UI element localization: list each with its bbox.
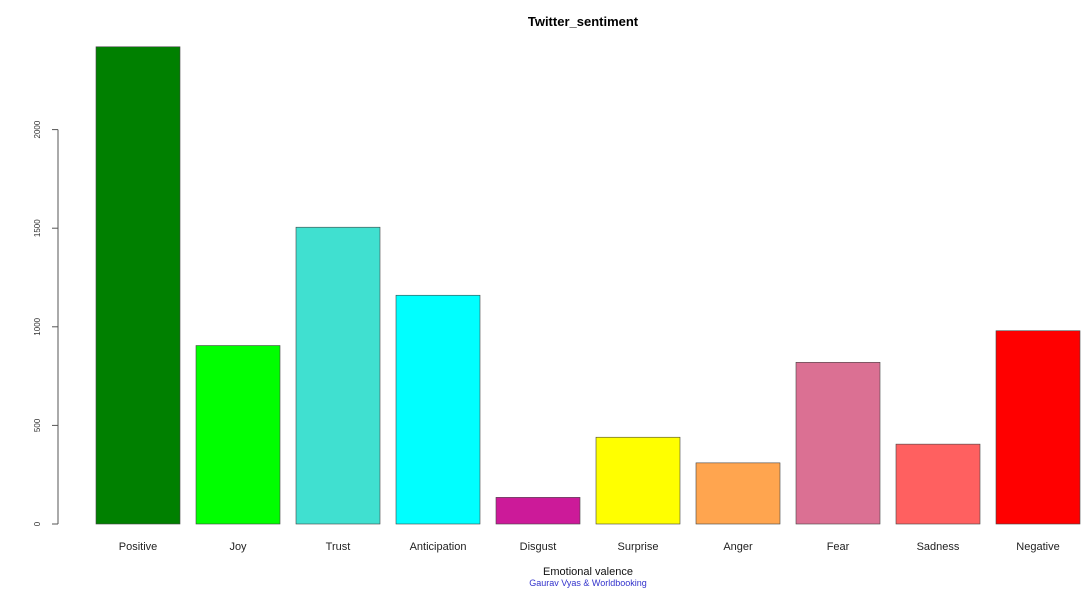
bar-surprise [595,436,681,525]
bar-disgust [495,497,581,525]
x-tick-label-anticipation: Anticipation [410,541,467,553]
y-axis: 0 500 1000 1500 2000 [33,120,59,526]
x-tick-label-joy: Joy [229,541,247,553]
x-tick-label-anger: Anger [723,541,753,553]
bar-negative [995,330,1081,525]
x-tick-label-trust: Trust [326,541,351,553]
x-tick-labels: Positive Joy Trust Anticipation Disgust Surpr… [119,541,1060,553]
x-axis-label: Emotional valence [543,566,633,578]
x-tick-label-positive: Positive [119,541,158,553]
bar-positive [95,46,181,525]
x-tick-label-negative: Negative [1016,541,1059,553]
bar-anticipation [395,294,481,525]
y-tick-label: 0 [33,521,42,526]
bars [95,46,1081,525]
x-tick-label-sadness: Sadness [917,541,960,553]
bar-joy [195,345,281,525]
y-tick-label: 1500 [33,219,42,237]
x-tick-label-fear: Fear [827,541,850,553]
bar-fear [795,361,881,525]
x-tick-label-surprise: Surprise [618,541,659,553]
y-tick-label: 2000 [33,120,42,138]
bar-trust [295,226,381,525]
sub-caption: Gaurav Vyas & Worldbooking [529,578,647,588]
y-tick-label: 500 [33,418,42,432]
y-tick-label: 1000 [33,317,42,335]
chart-title: Twitter_sentiment [528,14,639,29]
x-tick-label-disgust: Disgust [520,541,557,553]
bar-anger [695,462,781,525]
bar-sadness [895,443,981,525]
